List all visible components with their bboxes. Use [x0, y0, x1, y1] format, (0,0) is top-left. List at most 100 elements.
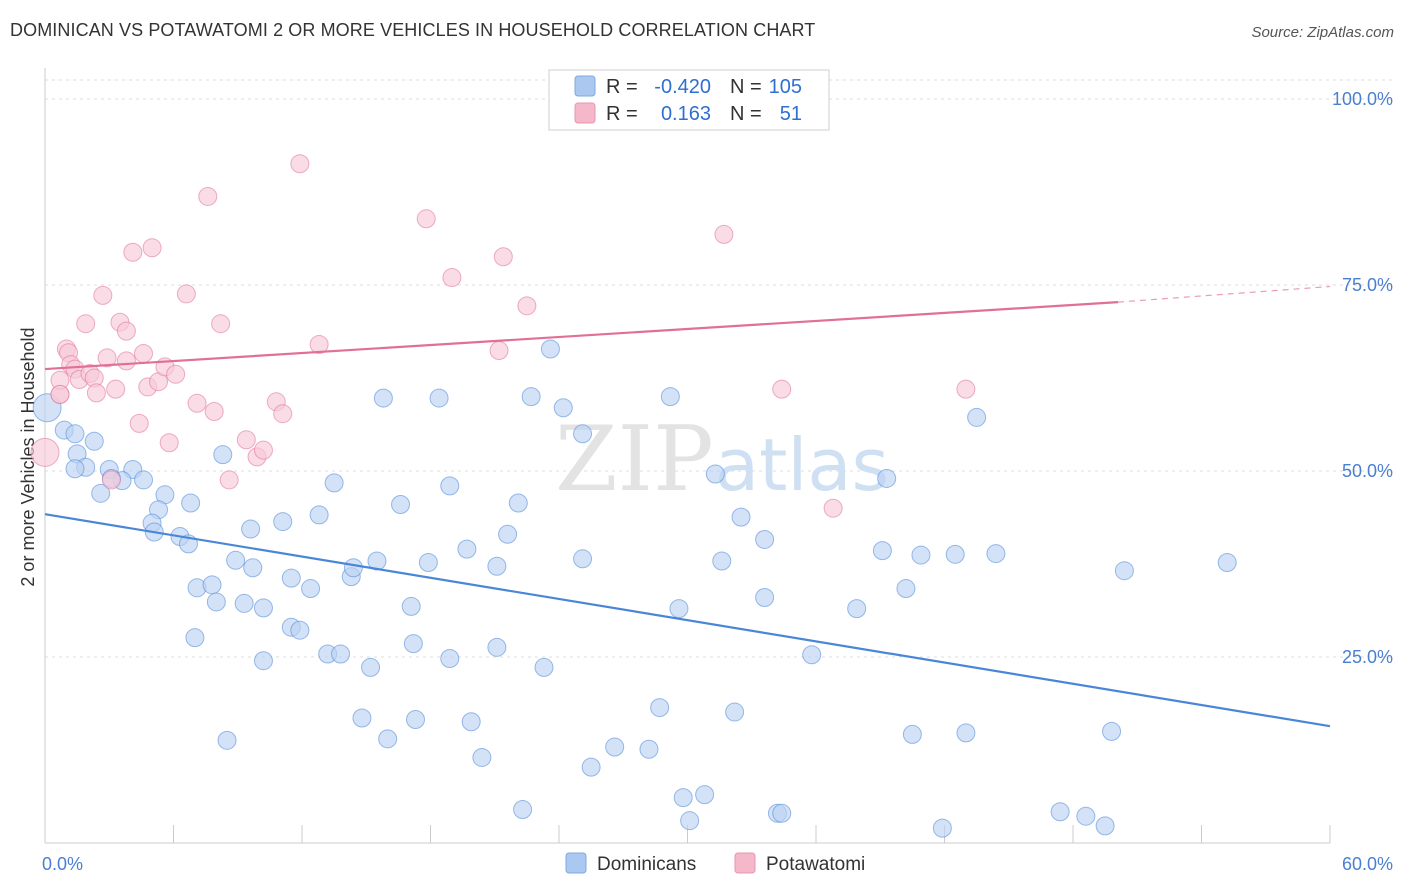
dominicans-point — [241, 519, 261, 539]
dominicans-point — [406, 709, 426, 729]
y-tick-label: 100.0% — [1332, 89, 1393, 109]
dominicans-point — [802, 645, 822, 665]
potawatomi-point — [142, 238, 162, 258]
dominicans-point — [712, 551, 732, 571]
y-axis-label: 2 or more Vehicles in Household — [18, 327, 38, 586]
potawatomi-point — [211, 314, 231, 334]
potawatomi-points — [30, 154, 976, 518]
dominicans-point — [331, 644, 351, 664]
potawatomi-point — [290, 154, 310, 174]
watermark-zip: ZIP — [555, 407, 714, 512]
x-tick-label-min: 0.0% — [42, 854, 83, 874]
dominicans-point — [553, 398, 573, 418]
dominicans-point — [65, 424, 85, 444]
potawatomi-point — [204, 401, 224, 421]
potawatomi-point — [101, 470, 121, 490]
dominicans-point — [487, 637, 507, 657]
potawatomi-point — [273, 404, 293, 424]
legend-r-value-2: 0.163 — [661, 103, 711, 125]
potawatomi-point — [97, 348, 117, 368]
potawatomi-point — [219, 470, 239, 490]
dominicans-point — [772, 803, 792, 823]
bottom-legend-swatch-potawatomi — [734, 852, 756, 874]
dominicans-point — [1217, 553, 1237, 573]
dominicans-point — [1102, 721, 1122, 741]
bottom-legend-swatch-dominicans — [565, 852, 587, 874]
potawatomi-point — [772, 379, 792, 399]
axes — [44, 68, 1331, 844]
dominicans-point — [986, 544, 1006, 564]
dominicans-point — [521, 387, 541, 407]
bottom-legend-label-dominicans: Dominicans — [597, 854, 696, 875]
dominicans-point — [373, 388, 393, 408]
dominicans-points — [32, 339, 1237, 838]
potawatomi-point — [253, 440, 273, 460]
dominicans-point — [403, 634, 423, 654]
dominicans-point — [705, 464, 725, 484]
legend-r-value-1: -0.420 — [654, 76, 711, 98]
bottom-legend-label-potawatomi: Potawatomi — [766, 854, 865, 875]
dominicans-point — [911, 545, 931, 565]
dominicans-point — [217, 730, 237, 750]
potawatomi-point — [50, 384, 70, 404]
potawatomi-point — [489, 340, 509, 360]
potawatomi-point — [166, 364, 186, 384]
potawatomi-point — [129, 413, 149, 433]
dominicans-point — [755, 529, 775, 549]
dominicans-point — [513, 800, 533, 820]
dominicans-point — [1076, 806, 1096, 826]
dominicans-point — [352, 708, 372, 728]
dominicans-point — [440, 648, 460, 668]
dominicans-point — [181, 493, 201, 513]
dominicans-point — [91, 483, 111, 503]
dominicans-point — [945, 544, 965, 564]
dominicans-point — [226, 550, 246, 570]
dominicans-point — [440, 476, 460, 496]
correlation-legend: R = -0.420 N = 105 R = 0.163 N = 51 — [548, 69, 830, 131]
dominicans-trend-line — [44, 513, 1331, 728]
dominicans-point — [457, 539, 477, 559]
dominicans-point — [65, 459, 85, 479]
dominicans-point — [234, 593, 254, 613]
legend-swatch-potawatomi — [574, 102, 596, 124]
dominicans-point — [847, 599, 867, 619]
potawatomi-point — [416, 209, 436, 229]
dominicans-point — [731, 507, 751, 527]
dominicans-point — [498, 524, 518, 544]
dominicans-point — [755, 587, 775, 607]
potawatomi-point — [30, 437, 60, 467]
dominicans-point — [343, 558, 363, 578]
potawatomi-trend-extension — [1117, 285, 1331, 303]
dominicans-point — [301, 579, 321, 599]
dominicans-point — [253, 598, 273, 618]
potawatomi-point — [134, 343, 154, 363]
potawatomi-point — [159, 433, 179, 453]
chart-title: DOMINICAN VS POTAWATOMI 2 OR MORE VEHICL… — [10, 20, 816, 40]
potawatomi-point — [187, 393, 207, 413]
legend-r-label-1: R = — [606, 76, 638, 98]
dominicans-point — [1050, 802, 1070, 822]
dominicans-point — [378, 729, 398, 749]
potawatomi-point — [123, 242, 143, 262]
potawatomi-point — [198, 186, 218, 206]
dominicans-point — [202, 575, 222, 595]
dominicans-point — [581, 757, 601, 777]
dominicans-point — [281, 568, 301, 588]
dominicans-point — [253, 651, 273, 671]
dominicans-point — [273, 512, 293, 532]
legend-swatch-dominicans — [574, 75, 596, 97]
dominicans-point — [84, 431, 104, 451]
dominicans-point — [573, 424, 593, 444]
potawatomi-point — [106, 379, 126, 399]
dominicans-point — [725, 702, 745, 722]
dominicans-point — [932, 818, 952, 838]
potawatomi-point — [517, 296, 537, 316]
y-tick-labels: 100.0% 75.0% 50.0% 25.0% — [1332, 89, 1393, 667]
dominicans-point — [213, 445, 233, 465]
potawatomi-point — [823, 498, 843, 518]
dominicans-point — [472, 747, 492, 767]
potawatomi-point — [493, 247, 513, 267]
dominicans-point — [872, 541, 892, 561]
potawatomi-point — [86, 383, 106, 403]
y-tick-label: 75.0% — [1342, 275, 1393, 295]
